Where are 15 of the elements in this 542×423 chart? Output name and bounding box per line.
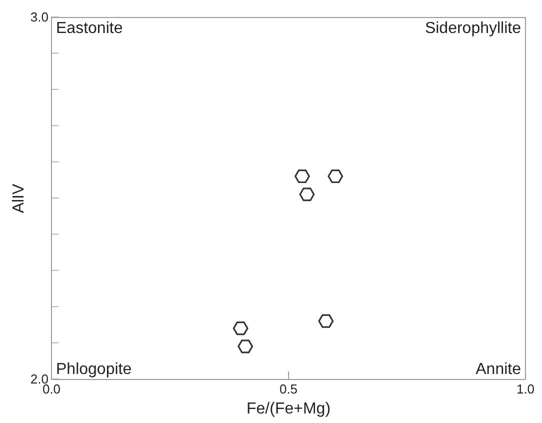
point (238, 340, 254, 354)
x-axis-title: Fe/(Fe+Mg) (246, 400, 331, 418)
y-axis-title: AlIV (10, 184, 28, 214)
annotation: Siderophyllite (424, 20, 522, 37)
point (318, 314, 334, 328)
point (328, 170, 344, 184)
x-tick-label: 0.5 (279, 382, 298, 396)
annotation: Eastonite (56, 20, 123, 37)
x-tick-label: 1.0 (516, 382, 535, 396)
point (294, 170, 310, 184)
annotation: Annite (476, 361, 522, 378)
y-tick-label: 3.0 (30, 10, 48, 24)
point (299, 188, 315, 202)
annotation: Phlogopite (56, 361, 132, 378)
point (232, 322, 248, 336)
